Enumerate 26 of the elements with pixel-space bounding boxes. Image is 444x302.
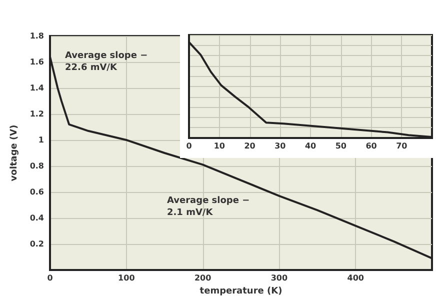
x-tick-label: 40 [304,142,316,150]
x-tick-label: 50 [335,142,347,150]
y-tick-label: 1.6 [30,58,44,66]
x-tick-label: 30 [274,142,286,150]
y-axis-title: voltage (V) [9,124,20,182]
y-tick-label: 0.4 [30,214,44,222]
annotation: Average slope −2.1 mV/K [167,196,250,218]
x-tick-label: 300 [270,274,288,282]
x-tick-label: 400 [347,274,364,282]
x-tick-label: 70 [396,142,408,150]
y-tick-label: 0.2 [30,240,44,248]
y-tick-label: 0.6 [30,188,44,196]
x-tick-label: 200 [194,274,212,282]
x-tick-label: 100 [118,274,136,282]
y-tick-label: 1.8 [30,32,44,40]
x-tick-label: 0 [47,274,54,282]
y-tick-label: 1 [38,136,44,144]
x-tick-label: 20 [244,142,256,150]
x-tick-label: 0 [186,142,192,150]
x-tick-label: 60 [366,142,378,150]
x-axis-title: temperature (K) [200,286,282,296]
annotation: Average slope −22.6 mV/K [65,51,148,73]
y-tick-label: 0.8 [30,162,44,170]
x-tick-label: 10 [214,142,226,150]
y-tick-label: 1.4 [30,84,44,92]
y-tick-label: 1.2 [30,110,44,118]
